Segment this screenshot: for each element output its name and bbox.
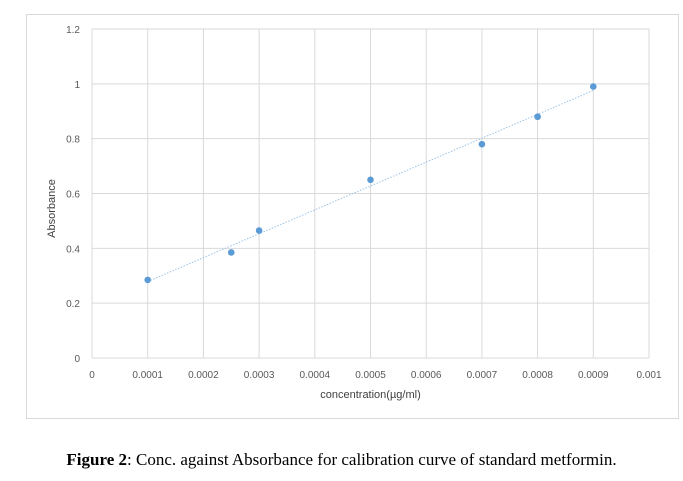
- data-point: [367, 176, 374, 184]
- x-tick-label: 0.001: [636, 370, 661, 381]
- x-axis-title: concentration(µg/ml): [320, 389, 421, 401]
- data-point: [255, 227, 263, 234]
- data-points-layer: [144, 83, 597, 284]
- calibration-scatter-chart: 0 0.0001 0.0002 0.0003 0.0004 0.0005 0.0006 0.0…: [46, 25, 662, 401]
- figure-caption-label: Figure 2: [66, 450, 128, 469]
- y-tick-label: 0.8: [66, 135, 80, 146]
- x-tick-label: 0: [89, 370, 95, 381]
- x-tick-label: 0.0008: [522, 370, 553, 381]
- x-tick-label: 0.0002: [188, 370, 219, 381]
- tick-labels-layer: 0 0.0001 0.0002 0.0003 0.0004 0.0005 0.0006 0.0…: [66, 25, 662, 381]
- grid-layer: [91, 28, 650, 359]
- y-axis-title: Absorbance: [46, 179, 58, 238]
- data-point: [144, 276, 151, 284]
- data-point: [590, 83, 597, 90]
- data-point: [227, 249, 235, 256]
- y-tick-label: 0: [74, 354, 80, 365]
- x-tick-label: 0.0003: [244, 370, 275, 381]
- data-point: [478, 140, 486, 148]
- figure-caption: Figure 2: Conc. against Absorbance for c…: [0, 450, 683, 470]
- y-tick-label: 1: [74, 80, 80, 91]
- x-tick-label: 0.0007: [467, 370, 498, 381]
- chart-frame: [26, 14, 679, 419]
- x-tick-label: 0.0005: [355, 370, 386, 381]
- y-tick-label: 0.2: [66, 299, 80, 310]
- y-tick-label: 0.6: [66, 190, 80, 201]
- y-tick-label: 1.2: [66, 25, 80, 36]
- figure-caption-text: : Conc. against Absorbance for calibrati…: [127, 450, 617, 469]
- data-point: [534, 113, 541, 121]
- x-tick-label: 0.0004: [300, 370, 331, 381]
- x-tick-label: 0.0009: [578, 370, 609, 381]
- x-tick-label: 0.0006: [411, 370, 442, 381]
- x-tick-label: 0.0001: [132, 370, 163, 381]
- y-tick-label: 0.4: [66, 244, 80, 255]
